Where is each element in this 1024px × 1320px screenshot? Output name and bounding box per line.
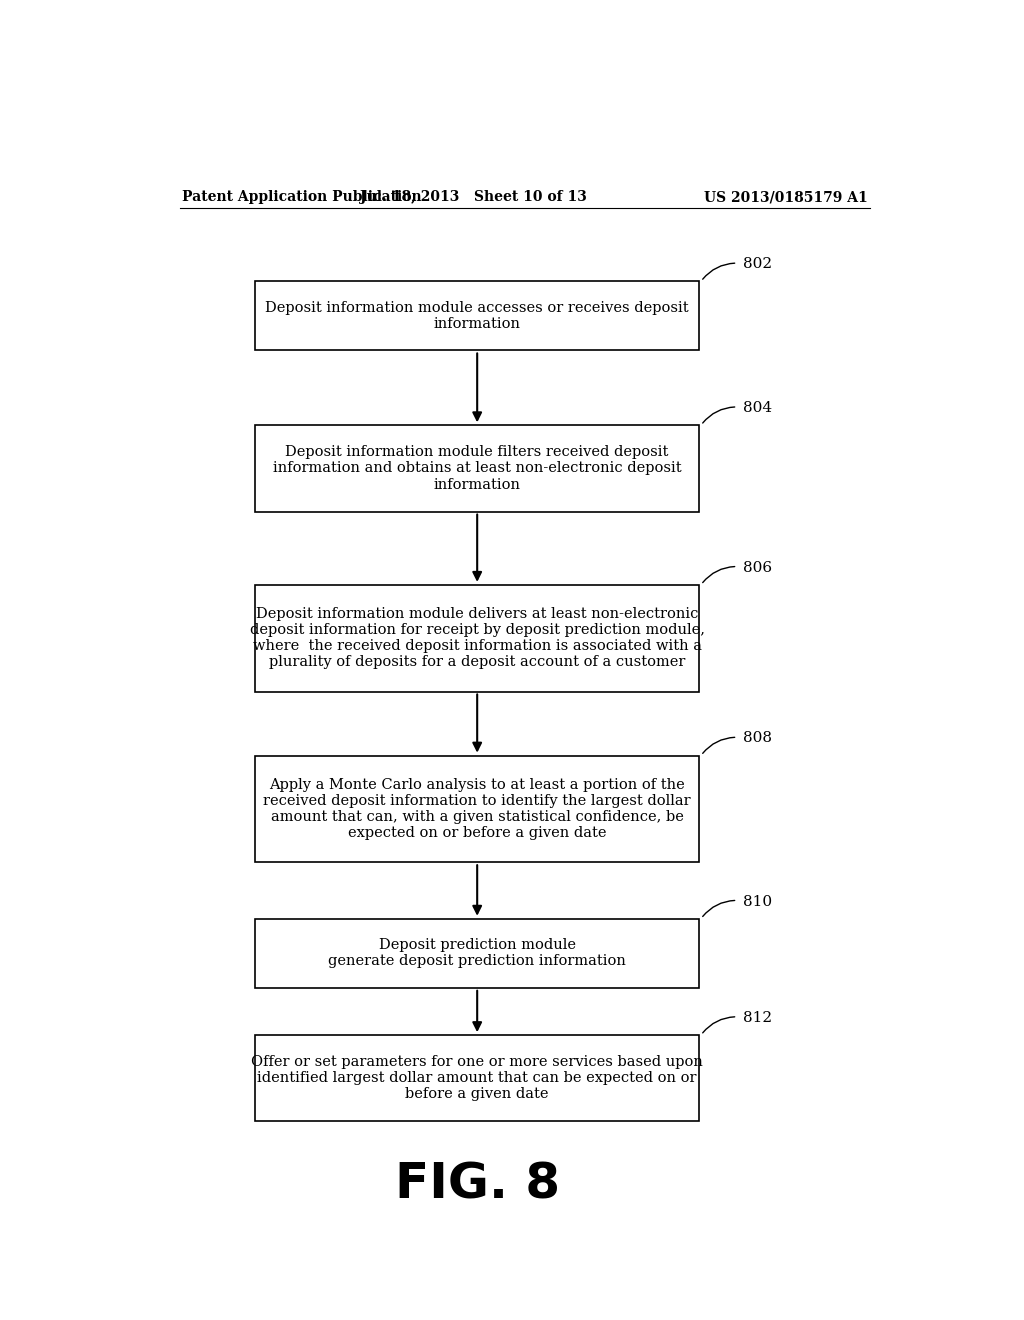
Text: 808: 808 [743,731,772,746]
Text: 804: 804 [743,401,772,414]
Text: 812: 812 [743,1011,772,1024]
Text: FIG. 8: FIG. 8 [394,1160,560,1208]
Text: Apply a Monte Carlo analysis to at least a portion of the
received deposit infor: Apply a Monte Carlo analysis to at least… [263,777,691,841]
FancyBboxPatch shape [255,585,699,692]
Text: 802: 802 [743,257,772,271]
FancyBboxPatch shape [255,425,699,512]
Text: Deposit information module accesses or receives deposit
information: Deposit information module accesses or r… [265,301,689,331]
FancyBboxPatch shape [255,755,699,862]
Text: 810: 810 [743,895,772,908]
FancyBboxPatch shape [255,919,699,987]
FancyBboxPatch shape [255,1035,699,1122]
FancyBboxPatch shape [255,281,699,351]
Text: Deposit prediction module
generate deposit prediction information: Deposit prediction module generate depos… [329,939,626,969]
Text: 806: 806 [743,561,772,574]
Text: Offer or set parameters for one or more services based upon
identified largest d: Offer or set parameters for one or more … [251,1055,703,1101]
Text: Deposit information module filters received deposit
information and obtains at l: Deposit information module filters recei… [272,445,682,491]
Text: Jul. 18, 2013   Sheet 10 of 13: Jul. 18, 2013 Sheet 10 of 13 [359,190,587,205]
Text: Deposit information module delivers at least non-electronic
deposit information : Deposit information module delivers at l… [250,607,705,669]
Text: US 2013/0185179 A1: US 2013/0185179 A1 [703,190,867,205]
Text: Patent Application Publication: Patent Application Publication [182,190,422,205]
